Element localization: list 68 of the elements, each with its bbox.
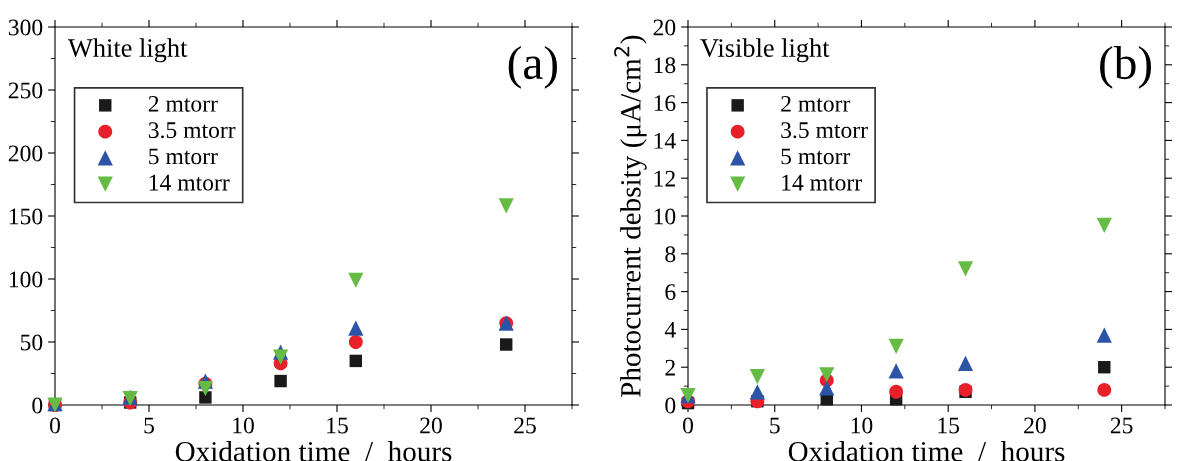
point [1096,217,1112,234]
x-tick-label: 15 [327,417,348,434]
point [889,384,904,399]
y-tick-label: 100 [9,271,43,288]
y-tick-label: 20 [653,19,676,36]
point [957,355,974,372]
point [749,384,765,400]
x-axis-title: Oxidation time / hours [175,441,452,461]
legend-label: 2 mtorr [781,95,851,112]
point [819,367,835,383]
point [197,381,214,397]
x-tick-label: 10 [851,417,873,434]
x-tick-label: 10 [233,417,254,434]
x-tick-label: 0 [50,417,60,434]
legend-label: 2 mtorr [148,95,218,112]
x-tick-label: 25 [1110,417,1133,434]
x-tick-label: 20 [1024,417,1046,434]
point [199,391,212,404]
annotation: Visible light [700,38,830,63]
x-tick-label: 15 [938,417,960,434]
legend-label: 5 mtorr [149,148,218,165]
legend-label: 5 mtorr [781,148,851,165]
y-tick-label: 14 [654,133,676,149]
point [274,374,287,388]
legend-label: 3.5 mtorr [781,122,868,139]
legend-label: 14 mtorr [782,174,862,191]
y-tick-label: 0 [665,397,676,414]
y-tick-label: 6 [665,284,676,301]
point [348,335,363,349]
y-tick-label: 0 [32,397,43,414]
y-tick-label: 50 [20,334,43,351]
point [498,198,514,214]
y-tick-label: 250 [8,82,43,99]
point [957,261,974,277]
x-tick-label: 5 [770,417,780,434]
x-tick-label: 0 [683,417,693,434]
y-tick-label: 10 [654,208,676,225]
point [1098,360,1111,374]
x-axis-title: Oxidation time / hours [788,441,1065,461]
point [348,272,364,288]
y-tick-label: 8 [665,246,676,263]
legend-label: 14 mtorr [149,174,230,191]
point [1097,382,1112,397]
point [1096,327,1112,343]
legend-label: 3.5 mtorr [148,122,236,139]
point [749,369,765,385]
point [499,338,513,351]
point [349,354,363,368]
point [819,380,835,396]
annotation: White light [67,38,188,63]
annotation: (a) [508,45,557,89]
y-tick-label: 12 [654,170,675,187]
y-tick-label: 18 [654,57,676,74]
y-tick-label: 4 [664,322,676,338]
x-tick-label: 20 [420,417,442,434]
y-tick-label: 150 [9,208,43,225]
point [888,363,904,379]
y-tick-label: 2 [665,359,675,376]
annotation: (b) [1100,45,1151,89]
x-tick-label: 25 [514,417,536,434]
y-axis-title: Photocurrent debsity (μA/cm$^{2}$) [614,35,647,398]
y-tick-label: 300 [8,19,43,36]
point [348,320,364,336]
y-tick-label: 16 [654,95,676,112]
x-tick-label: 5 [144,417,154,434]
y-tick-label: 200 [8,145,43,162]
point [272,349,289,365]
point [888,338,904,355]
